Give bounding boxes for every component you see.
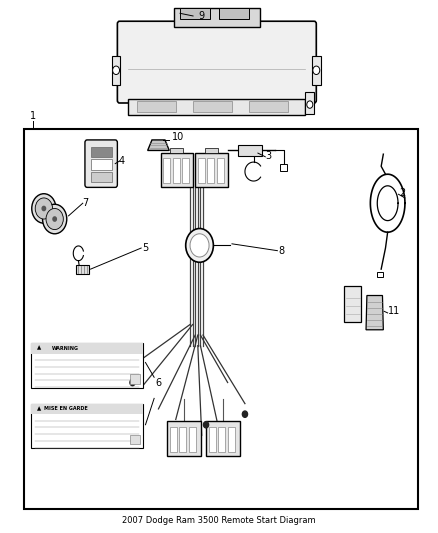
Bar (25, 130, 418, 509)
Text: 5: 5 (142, 243, 148, 253)
Bar (91, 147, 112, 157)
Bar (182, 158, 189, 183)
Bar (280, 164, 287, 171)
Bar (217, 158, 224, 183)
Text: WARNING: WARNING (52, 346, 79, 351)
Circle shape (313, 66, 320, 75)
Circle shape (32, 193, 56, 223)
Circle shape (186, 229, 213, 262)
Polygon shape (366, 295, 383, 330)
Circle shape (203, 422, 208, 428)
FancyBboxPatch shape (117, 21, 316, 103)
Bar (91, 172, 112, 182)
Text: 10: 10 (172, 132, 184, 142)
Text: MISE EN GARDE: MISE EN GARDE (44, 406, 87, 411)
Bar (189, 427, 196, 452)
Bar (193, 101, 232, 112)
Bar (312, 55, 321, 85)
Bar (344, 286, 361, 322)
Bar (179, 427, 186, 452)
Circle shape (53, 217, 57, 221)
Circle shape (113, 66, 120, 75)
Bar (170, 427, 177, 452)
Text: 11: 11 (388, 306, 400, 316)
Bar (195, 153, 228, 188)
Bar (131, 435, 140, 444)
Bar (377, 272, 383, 277)
Bar (170, 148, 184, 153)
Text: 9: 9 (199, 11, 205, 21)
Bar (173, 158, 180, 183)
Text: 2: 2 (399, 188, 406, 198)
Bar (91, 159, 112, 170)
Circle shape (46, 208, 64, 230)
Bar (163, 158, 170, 183)
Bar (161, 153, 193, 188)
FancyBboxPatch shape (85, 140, 117, 188)
Circle shape (35, 198, 53, 219)
Text: 3: 3 (266, 151, 272, 161)
Text: 1: 1 (30, 111, 36, 121)
Bar (228, 427, 235, 452)
Text: ▲: ▲ (36, 406, 41, 411)
Bar (31, 403, 143, 448)
Bar (31, 343, 143, 353)
Bar (198, 158, 205, 183)
Bar (128, 99, 305, 115)
Bar (219, 8, 249, 19)
Text: 6: 6 (155, 377, 162, 387)
Bar (249, 101, 288, 112)
Bar (238, 145, 262, 156)
Bar (305, 92, 314, 114)
Bar (31, 403, 143, 414)
Polygon shape (148, 140, 169, 150)
Bar (137, 101, 176, 112)
Bar (76, 265, 89, 274)
Bar (31, 343, 143, 388)
Text: 7: 7 (82, 198, 88, 208)
Bar (207, 158, 214, 183)
Circle shape (130, 379, 135, 386)
Circle shape (242, 411, 247, 417)
Bar (218, 427, 225, 452)
Bar (180, 8, 210, 19)
Text: 4: 4 (119, 156, 125, 166)
Bar (208, 427, 215, 452)
Circle shape (42, 206, 46, 211)
Bar (131, 374, 140, 384)
Text: 2007 Dodge Ram 3500 Remote Start Diagram: 2007 Dodge Ram 3500 Remote Start Diagram (122, 516, 316, 525)
Bar (205, 148, 218, 153)
Bar (167, 421, 201, 456)
Text: 8: 8 (279, 246, 285, 256)
Bar (206, 421, 240, 456)
Bar (173, 8, 260, 27)
Bar (112, 55, 120, 85)
Circle shape (307, 101, 313, 108)
Text: ▲: ▲ (36, 346, 41, 351)
Circle shape (190, 234, 209, 257)
Circle shape (42, 204, 67, 234)
